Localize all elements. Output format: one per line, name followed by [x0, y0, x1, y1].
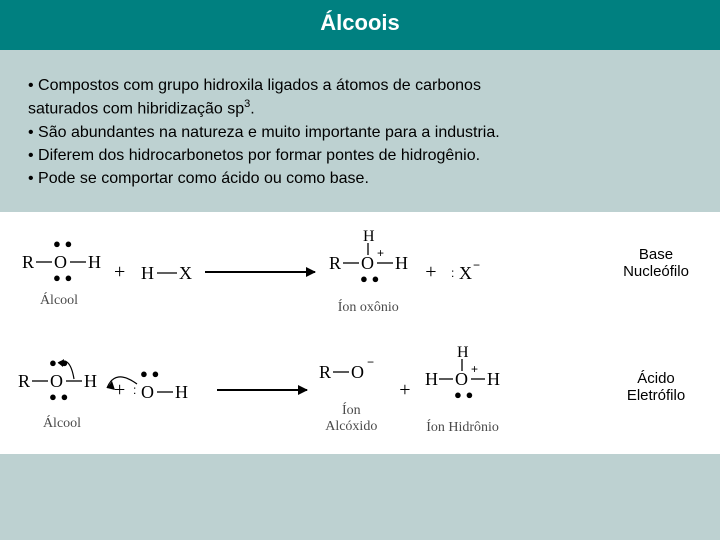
alcohol-molecule: R O ● ● ● ● H Álcool	[16, 236, 102, 309]
reaction-arrow-icon	[205, 271, 315, 273]
atom-R: R	[319, 362, 331, 382]
atom-X: X	[179, 263, 192, 283]
lone-pair-icon: ● ●	[454, 387, 473, 402]
bullet-2: • São abundantes na natureza e muito imp…	[28, 121, 692, 144]
plus-sign: +	[114, 379, 125, 402]
atom-R: R	[18, 371, 30, 391]
atom-O: O	[50, 371, 63, 391]
oxonium-molecule: H R O + ● ● H Íon oxônio	[323, 229, 413, 316]
atom-R: R	[329, 253, 341, 273]
plus-charge-icon: +	[377, 246, 384, 260]
lone-pair-icon: ● ●	[140, 366, 159, 381]
title-bar: Álcoois	[0, 0, 720, 50]
hidronio-label: Íon Hidrônio	[423, 420, 503, 436]
atom-H: H	[363, 228, 375, 245]
atom-O: O	[141, 382, 154, 402]
atom-H: H	[487, 369, 500, 389]
atom-H: H	[457, 344, 469, 361]
lone-pair-icon: ● ●	[360, 271, 379, 286]
atom-R: R	[22, 252, 34, 272]
reaction-acid-row: R O ● ● ● ● H Álcool + O : ● ● H	[16, 340, 704, 440]
lone-pair-icon: ● ●	[49, 389, 68, 404]
atom-O: O	[54, 252, 67, 272]
bullet-3: • Diferem dos hidrocarbonetos por formar…	[28, 144, 692, 167]
atom-H: H	[395, 253, 408, 273]
lone-pair-icon: :	[451, 266, 454, 280]
lone-pair-icon: :	[133, 383, 136, 397]
atom-H: H	[84, 371, 97, 391]
reaction-base-row: R O ● ● ● ● H Álcool + H X H	[16, 222, 704, 322]
alcohol-molecule-2: R O ● ● ● ● H Álcool	[16, 349, 108, 432]
water-molecule: O : ● ● H	[131, 360, 209, 421]
x-anion: : X −	[449, 247, 485, 298]
plus-sign: +	[425, 261, 436, 284]
atom-O: O	[361, 253, 374, 273]
atom-X: X	[459, 263, 472, 283]
lone-pair-icon: ● ●	[53, 236, 72, 251]
page-title: Álcoois	[320, 10, 399, 35]
reaction-panel: R O ● ● ● ● H Álcool + H X H	[0, 212, 720, 454]
reaction-arrow-icon	[217, 389, 307, 391]
plus-sign: +	[114, 261, 125, 284]
base-side-label: Base Nucleófilo	[612, 246, 700, 280]
atom-H: H	[88, 252, 101, 272]
alcool-label: Álcool	[16, 293, 102, 309]
hydronium-molecule: H H O + ● ● H Íon Hidrônio	[423, 345, 503, 436]
plus-sign: +	[399, 379, 410, 402]
alcool-label-2: Álcool	[16, 416, 108, 432]
atom-O: O	[455, 369, 468, 389]
minus-charge-icon: −	[367, 355, 374, 369]
bullet-1a: • Compostos com grupo hidroxila ligados …	[28, 74, 692, 97]
oxonio-label: Íon oxônio	[323, 300, 413, 316]
bullet-4: • Pode se comportar como ácido ou como b…	[28, 167, 692, 190]
atom-H: H	[141, 263, 154, 283]
alkoxide-molecule: R O − Íon Alcóxido	[315, 346, 387, 435]
plus-charge-icon: +	[471, 362, 478, 376]
bullet-content: • Compostos com grupo hidroxila ligados …	[0, 50, 720, 200]
alcoxido-label: Íon Alcóxido	[315, 403, 387, 435]
atom-H: H	[425, 369, 438, 389]
acid-side-label: Ácido Eletrófilo	[612, 370, 700, 404]
atom-H: H	[175, 382, 188, 402]
bullet-1b: saturados com hibridização sp3.	[28, 97, 692, 121]
hx-molecule: H X	[137, 247, 197, 298]
minus-charge-icon: −	[473, 258, 480, 272]
atom-O: O	[351, 362, 364, 382]
lone-pair-icon: ● ●	[53, 270, 72, 285]
